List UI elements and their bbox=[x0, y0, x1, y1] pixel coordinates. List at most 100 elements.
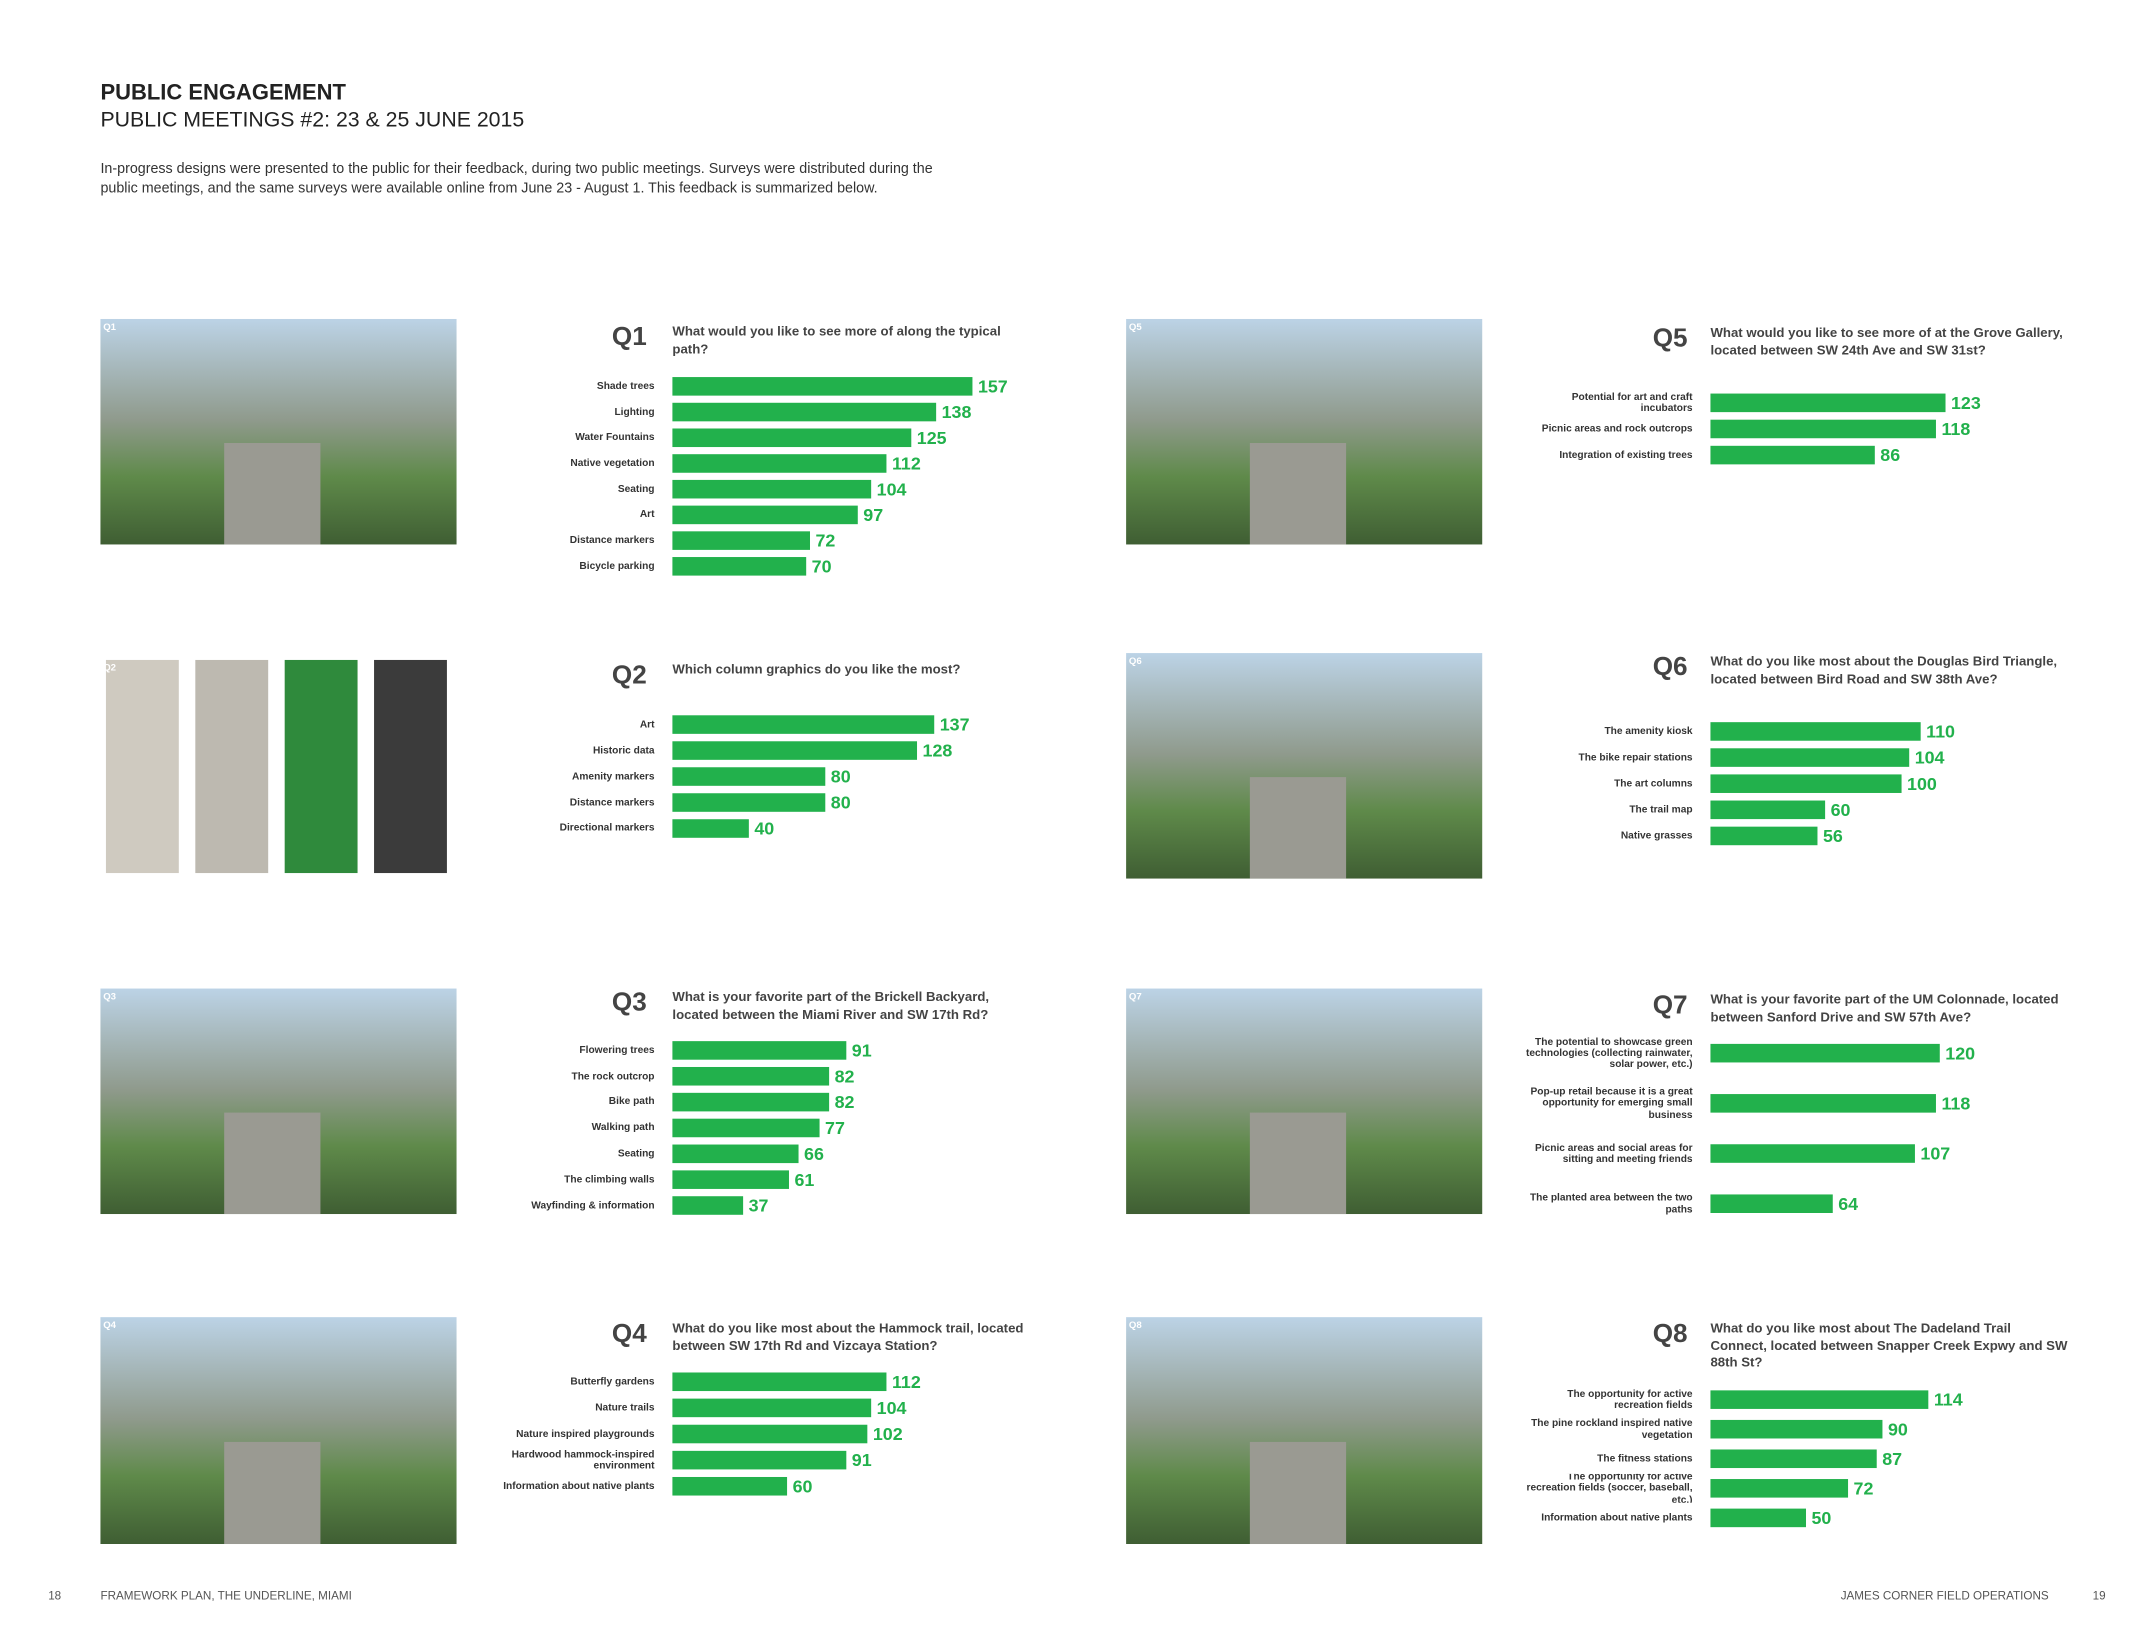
value-label: 118 bbox=[1941, 1093, 1970, 1113]
bar bbox=[672, 454, 887, 473]
intro-box: In-progress designs were presented to th… bbox=[100, 162, 933, 197]
value-label: 114 bbox=[1934, 1390, 1963, 1410]
bar bbox=[672, 1450, 847, 1470]
category-label-box: Bike path bbox=[608, 1095, 655, 1108]
category-label: Directional markers bbox=[559, 821, 655, 834]
value-label: 120 bbox=[1945, 1043, 1975, 1063]
value-label: 40 bbox=[754, 819, 774, 839]
category-label: Integration of existing trees bbox=[1559, 448, 1693, 461]
category-label: Native grasses bbox=[1620, 828, 1693, 842]
category-label: Distance markers bbox=[569, 795, 655, 808]
category-label-box: Pop-up retail because it is a great oppo… bbox=[1530, 1085, 1693, 1120]
value-label: 128 bbox=[923, 741, 953, 761]
category-label: Bicycle parking bbox=[579, 559, 655, 572]
value-label: 125 bbox=[917, 428, 947, 448]
photo bbox=[284, 659, 358, 874]
category-label-box: Lighting bbox=[614, 406, 654, 417]
bar bbox=[672, 1476, 788, 1496]
photo-path bbox=[224, 1441, 321, 1545]
value-label: 72 bbox=[1854, 1478, 1874, 1498]
photo-label: Q3 bbox=[103, 991, 116, 1002]
category-label: The opportunity for active recreation fi… bbox=[1567, 1386, 1693, 1411]
footer-text: FRAMEWORK PLAN, THE UNDERLINE, MIAMI bbox=[100, 1589, 351, 1602]
category-label-box: Information about native plants bbox=[503, 1480, 654, 1491]
bar bbox=[1710, 1043, 1940, 1063]
photo-path bbox=[1249, 442, 1347, 545]
value-label: 37 bbox=[749, 1196, 769, 1216]
category-label: Bike path bbox=[608, 1095, 655, 1108]
category-label-box: Directional markers bbox=[559, 821, 655, 834]
bar bbox=[1710, 800, 1826, 820]
bar bbox=[1710, 1390, 1929, 1409]
question-title: What do you like most about The Dadeland… bbox=[1710, 1321, 2068, 1372]
category-label-box: Picnic areas and social areas for sittin… bbox=[1535, 1142, 1693, 1164]
bar bbox=[672, 1372, 887, 1392]
value-label: 97 bbox=[863, 505, 883, 525]
question-title: What would you like to see more of at th… bbox=[1710, 325, 2063, 359]
question-label: Q5 bbox=[1653, 323, 1688, 353]
category-label: The fitness stations bbox=[1597, 1451, 1693, 1465]
page-number: 18 bbox=[48, 1589, 61, 1602]
value-label: 137 bbox=[940, 715, 970, 735]
category-label-box: Water Fountains bbox=[575, 431, 654, 442]
value-label: 80 bbox=[831, 793, 851, 813]
value-label: 72 bbox=[816, 531, 836, 551]
value-label: 91 bbox=[852, 1041, 872, 1061]
bar bbox=[672, 1424, 868, 1444]
value-label: 80 bbox=[831, 767, 851, 787]
photo-label: Q5 bbox=[1129, 322, 1142, 333]
category-label-box: Butterfly gardens bbox=[570, 1374, 655, 1388]
category-label-box: The fitness stations bbox=[1597, 1451, 1693, 1465]
question-label: Q8 bbox=[1653, 1318, 1688, 1348]
category-label-box: The potential to showcase green technolo… bbox=[1526, 1035, 1693, 1069]
photo bbox=[374, 659, 447, 874]
category-label-box: Nature trails bbox=[595, 1400, 655, 1414]
category-label-box: Distance markers bbox=[569, 795, 655, 808]
bar bbox=[672, 479, 872, 499]
category-label: The climbing walls bbox=[564, 1172, 655, 1186]
category-label: The trail map bbox=[1629, 802, 1693, 816]
value-label: 138 bbox=[942, 402, 972, 422]
category-label-box: The bike repair stations bbox=[1579, 751, 1693, 762]
category-label: Distance markers bbox=[569, 533, 655, 546]
category-label: Information about native plants bbox=[1541, 1510, 1693, 1524]
question-title: Which column graphics do you like the mo… bbox=[672, 662, 961, 678]
category-label: Picnic areas and rock outcrops bbox=[1541, 421, 1693, 435]
bar bbox=[1710, 1194, 1833, 1214]
intro: In-progress designs were presented to th… bbox=[100, 162, 933, 197]
value-label: 104 bbox=[1915, 748, 1945, 768]
bar bbox=[672, 1066, 830, 1086]
question-title-box: What is your favorite part of the UM Col… bbox=[1710, 993, 2058, 1025]
value-label: 123 bbox=[1951, 393, 1981, 413]
value-label: 102 bbox=[873, 1424, 903, 1444]
category-label: Butterfly gardens bbox=[570, 1374, 655, 1388]
category-label: The pine rockland inspired native vegeta… bbox=[1531, 1416, 1693, 1441]
category-label-box: Information about native plants bbox=[1541, 1510, 1693, 1524]
bar bbox=[672, 741, 918, 760]
photo-label: Q6 bbox=[1129, 656, 1142, 667]
photo-label: Q8 bbox=[1129, 1320, 1142, 1331]
photo bbox=[195, 659, 269, 874]
category-label-box: Amenity markers bbox=[572, 770, 654, 781]
category-label: The opportunity for active recreation fi… bbox=[1526, 1473, 1693, 1504]
category-label-box: Hardwood hammock-inspired environment bbox=[512, 1448, 655, 1471]
bar bbox=[672, 715, 935, 734]
category-label: Potential for art and craft incubators bbox=[1571, 390, 1693, 414]
value-label: 107 bbox=[1920, 1144, 1950, 1164]
category-label-box: The planted area between the two paths bbox=[1530, 1192, 1693, 1214]
question-title: What would you like to see more of along… bbox=[672, 324, 1001, 357]
category-label-box: The climbing walls bbox=[564, 1172, 655, 1186]
question-label: Q7 bbox=[1653, 989, 1688, 1019]
category-label-box: Flowering trees bbox=[579, 1044, 654, 1055]
photo-label: Q7 bbox=[1129, 991, 1142, 1002]
category-label: Walking path bbox=[591, 1120, 655, 1134]
category-label-box: The opportunity for active recreation fi… bbox=[1567, 1386, 1693, 1411]
value-label: 61 bbox=[794, 1170, 814, 1190]
category-label: Nature trails bbox=[595, 1400, 655, 1414]
bar bbox=[1710, 1449, 1877, 1469]
category-label-box: The amenity kiosk bbox=[1604, 725, 1692, 736]
value-label: 87 bbox=[1882, 1449, 1902, 1469]
category-label: Pop-up retail because it is a great oppo… bbox=[1530, 1085, 1693, 1120]
category-label-box: Distance markers bbox=[569, 533, 655, 546]
